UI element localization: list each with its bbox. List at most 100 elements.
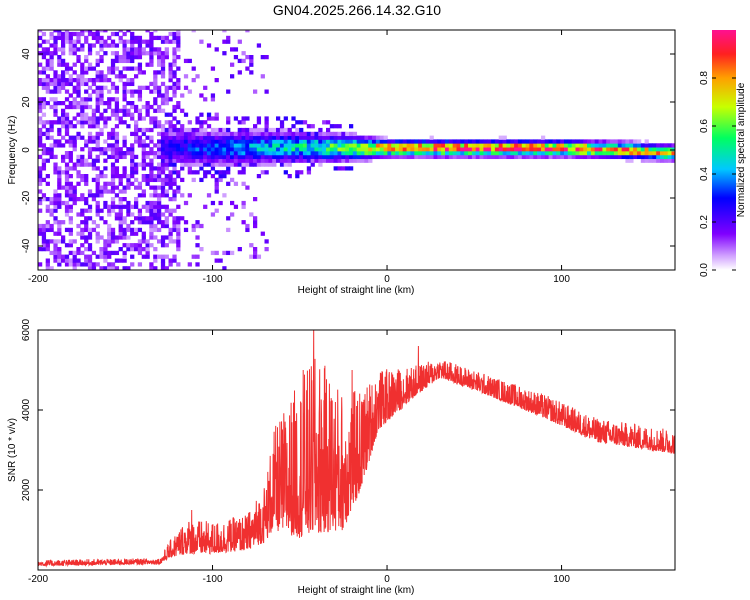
spectrogram-cell [222,154,227,160]
spectrogram-cell [656,158,661,163]
spectrogram-cell [172,216,177,221]
spectrogram-cell [80,43,85,48]
spectrogram-cell [168,62,173,67]
spectrogram-cell [160,254,166,259]
spectrogram-cell [613,147,619,152]
spectrogram-cell [322,139,327,144]
spectrogram-cell [291,143,296,148]
spectrogram-cell [268,151,273,156]
spectrogram-cell [398,147,404,152]
spectrogram-cell [306,154,312,160]
spectrogram-cell [87,254,93,259]
spectrogram-cell [183,135,189,140]
spectrogram-cell [38,35,43,41]
spectrogram-cell [648,151,653,156]
spectrogram-cell [68,220,73,225]
spectrogram-cell [206,116,212,121]
spectrogram-cell [126,243,131,248]
spectrogram-cell [245,223,250,229]
spectrogram-cell [253,89,258,94]
spectrogram-cell [172,227,177,233]
spectrogram-cell [594,147,599,152]
spectrogram-cell [57,131,62,137]
spectrogram-cell [99,151,104,156]
spectrogram-cell [137,93,143,98]
spectrogram-cell [49,97,54,102]
spectrogram-cell [548,139,553,144]
spectrogram-cell [130,254,135,259]
spectrogram-cell [68,154,73,160]
spectrogram-cell [629,158,634,163]
spectrogram-cell [57,58,62,64]
spectrogram-cell [134,120,139,125]
spectrogram-cell [318,127,323,133]
spectrogram-cell [126,30,131,33]
spectrogram-cell [114,239,120,244]
spectrogram-cell [210,212,216,217]
spectrogram-cell [168,31,173,37]
y-tick-label: -20 [21,190,32,205]
spectrogram-cell [76,162,81,167]
spectrogram-cell [87,120,93,125]
spectrogram-cell [99,250,104,256]
spectrogram-cell [84,30,89,33]
spectrogram-cell [345,166,350,171]
spectrogram-cell [352,139,358,144]
x-tick-label: 0 [384,274,390,285]
spectrogram-cell [168,170,173,175]
spectrogram-cell [172,220,177,225]
spectrogram-cell [137,208,143,213]
spectrogram-cell [64,243,70,248]
spectrogram-cell [160,39,166,44]
spectrogram-cell [57,85,62,90]
spectrogram-cell [352,147,358,152]
spectrogram-cell [145,143,150,148]
spectrogram-cell [149,51,154,56]
spectrogram-cell [84,104,89,110]
spectrogram-cell [110,112,116,117]
spectrogram-cell [61,235,66,240]
spectrogram-cell [99,70,104,75]
spectrogram-cell [95,204,100,209]
spectrogram-cell [49,43,54,48]
spectrogram-cell [153,97,158,102]
spectrogram-cell [326,151,331,156]
spectrogram-cell [525,143,530,148]
spectrogram-cell [418,154,423,160]
spectrogram-cell [487,151,492,156]
spectrogram-cell [164,166,169,171]
spectrogram-cell [61,35,66,41]
spectrogram-cell [72,70,77,75]
spectrogram-cell [337,154,342,160]
spectrogram-cell [617,143,623,148]
spectrogram-cell [110,147,116,152]
spectrogram-cell [80,70,85,75]
spectrogram-cell [49,31,54,37]
spectrogram-cell [191,135,196,140]
spectrogram-cell [241,58,246,64]
spectrogram-cell [137,262,143,267]
spectrogram-cell [352,131,358,137]
spectrogram-cell [153,74,158,79]
spectrogram-cell [157,193,162,198]
spectrogram-cell [84,66,89,71]
spectrogram-cell [157,227,162,233]
spectrogram-cell [45,51,50,56]
spectrogram-cell [38,208,43,213]
y-tick-label: 40 [21,48,32,60]
spectrogram-cell [76,81,81,87]
spectrogram-cell [38,177,43,183]
spectrogram-cell [168,120,173,125]
spectrogram-cell [214,258,219,263]
spectrogram-cell [372,154,377,160]
spectrogram-cell [372,139,377,144]
spectrogram-cell [326,135,331,140]
spectrogram-cell [64,262,70,267]
spectrogram-cell [195,243,200,248]
spectrogram-cell [149,81,154,87]
spectrogram-cell [99,116,104,121]
spectrogram-cell [517,147,523,152]
spectrogram-cell [99,189,104,194]
spectrogram-cell [80,112,85,117]
spectrogram-cell [295,139,300,144]
